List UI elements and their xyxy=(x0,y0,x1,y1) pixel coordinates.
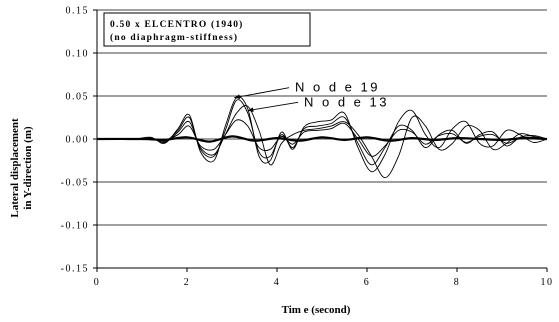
legend-title-line-2: (no diaphragm-stiffness) xyxy=(110,32,238,43)
y-axis-title-line-2: in Y-direction (m) xyxy=(22,126,34,210)
y-axis-title: Lateral displacement in Y-direction (m) xyxy=(9,118,34,218)
legend-frame xyxy=(103,12,311,47)
y-tick-label-3: 0.00 xyxy=(66,135,90,146)
x-tick-label-1: 2 xyxy=(184,277,191,288)
legend-title-line-1: 0.50 x ELCENTRO (1940) xyxy=(110,19,244,30)
y-tick-label-0: 0.15 xyxy=(66,6,90,17)
y-tick-label-6: -0.15 xyxy=(61,264,89,275)
series-line-2 xyxy=(96,105,548,179)
x-tick-label-3: 6 xyxy=(364,277,371,288)
annotation-label-1: N o d e 13 xyxy=(304,94,389,109)
annotation-arrow-1 xyxy=(247,101,299,112)
y-tick-label-2: 0.05 xyxy=(66,92,90,103)
annotation-label-0: N o d e 19 xyxy=(295,80,380,95)
series-line-1 xyxy=(96,96,548,173)
x-tick-label-5: 10 xyxy=(541,277,554,288)
x-tick-label-4: 8 xyxy=(454,277,461,288)
legend-box: 0.50 x ELCENTRO (1940) (no diaphragm-sti… xyxy=(103,12,311,47)
annotations: N o d e 19N o d e 13 xyxy=(234,80,389,113)
annotation-arrowhead-0 xyxy=(234,94,241,100)
tick-labels: 0.15 0.10 0.05 0.00 -0.05 -0.10 -0.15 0 2 4 6 8 10 xyxy=(61,6,554,289)
y-axis-title-line-1: Lateral displacement xyxy=(9,118,21,218)
y-tick-label-4: -0.05 xyxy=(61,178,89,189)
x-axis-title: Tim e (second) xyxy=(282,304,351,316)
series-group xyxy=(96,96,548,179)
axes xyxy=(93,9,548,272)
x-tick-label-2: 4 xyxy=(274,277,281,288)
series-line-3 xyxy=(97,119,548,157)
y-tick-label-5: -0.10 xyxy=(61,221,89,232)
series-line-0 xyxy=(96,99,548,166)
annotation-arrow-0 xyxy=(234,87,290,99)
series-line-4 xyxy=(96,135,548,143)
y-tick-label-1: 0.10 xyxy=(66,49,90,60)
annotation-arrowhead-1 xyxy=(247,107,254,113)
x-tick-label-0: 0 xyxy=(94,277,101,288)
